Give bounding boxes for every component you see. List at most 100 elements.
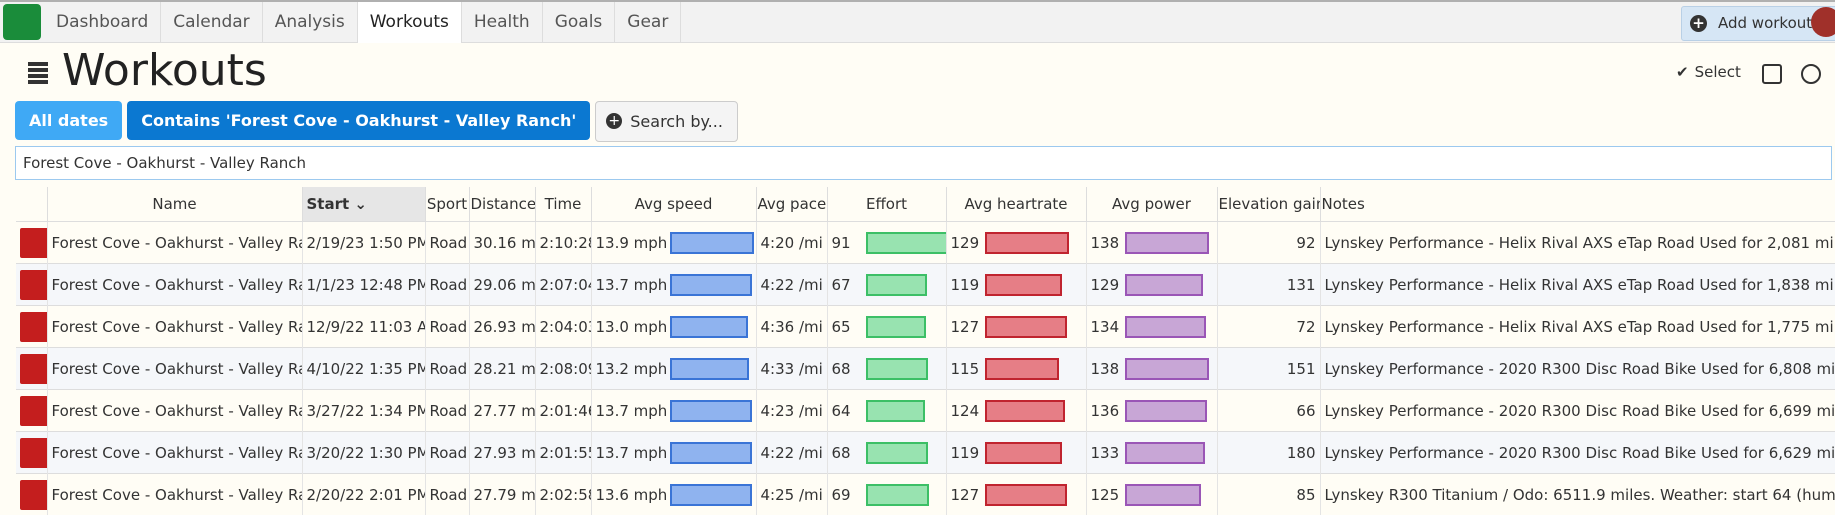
table-row[interactable]: Forest Cove - Oakhurst - Valley Ranch4/1…	[16, 347, 1835, 390]
nav-tab[interactable]: Calendar	[161, 2, 263, 43]
bar-cell: 65	[827, 305, 947, 348]
bar-cell: 134	[1086, 305, 1218, 348]
column-header[interactable]: Avg speed	[591, 187, 757, 222]
cell-bar	[984, 483, 1068, 506]
cell: 4:22 /mi	[756, 431, 828, 474]
column-header[interactable]: Distance	[469, 187, 536, 222]
filter-button[interactable]: All dates	[15, 101, 123, 140]
sport-icon-cell	[16, 347, 48, 390]
cell: 72	[1217, 305, 1321, 348]
settings-button[interactable]	[1801, 64, 1821, 84]
cell: 4:33 /mi	[756, 347, 828, 390]
bar-cell: 127	[946, 305, 1087, 348]
cell-bar	[984, 399, 1066, 422]
cell: Lynskey R300 Titanium / Odo: 6511.9 mile…	[1320, 473, 1835, 515]
cell-text: 127	[950, 485, 980, 504]
cell-bar	[984, 357, 1060, 380]
bar-cell: 13.7 mph	[591, 389, 757, 432]
cell: 2/20/22 2:01 PM	[302, 473, 426, 515]
cell-bar	[984, 231, 1069, 254]
cell-text: 134	[1090, 317, 1120, 336]
cell: Lynskey Performance - 2020 R300 Disc Roa…	[1320, 431, 1835, 474]
cell: 66	[1217, 389, 1321, 432]
table-icon	[28, 62, 48, 84]
cell-bar	[1124, 231, 1209, 254]
column-header[interactable]: Effort	[827, 187, 947, 222]
table-row[interactable]: Forest Cove - Oakhurst - Valley Ranch3/2…	[16, 431, 1835, 474]
logo[interactable]	[3, 4, 41, 40]
column-header[interactable]: Start ⌄	[302, 187, 426, 222]
cell: Road	[425, 431, 470, 474]
cell-bar	[1124, 483, 1201, 506]
cell-bar	[865, 231, 945, 254]
share-button[interactable]	[1762, 64, 1782, 84]
cell: Forest Cove - Oakhurst - Valley Ranch	[47, 431, 303, 474]
bar-cell: 13.6 mph	[591, 473, 757, 515]
sport-icon-cell	[16, 473, 48, 515]
search-input[interactable]: Forest Cove - Oakhurst - Valley Ranch	[15, 146, 1832, 180]
cell-text: 127	[950, 317, 980, 336]
column-header[interactable]: Time	[535, 187, 592, 222]
sport-icon	[20, 227, 46, 258]
nav-tab[interactable]: Goals	[543, 2, 616, 43]
table-row[interactable]: Forest Cove - Oakhurst - Valley Ranch12/…	[16, 305, 1835, 348]
column-header[interactable]: Avg heartrate	[946, 187, 1087, 222]
cell: 2:04:03	[535, 305, 592, 348]
filter-button[interactable]: Contains 'Forest Cove - Oakhurst - Valle…	[127, 101, 591, 140]
cell: Lynskey Performance - Helix Rival AXS eT…	[1320, 305, 1835, 348]
sport-icon	[20, 395, 46, 426]
cell: 2:01:46	[535, 389, 592, 432]
column-header[interactable]: Elevation gain	[1217, 187, 1321, 222]
bar-cell: 13.2 mph	[591, 347, 757, 390]
bar-cell: 69	[827, 473, 947, 515]
cell-bar	[1124, 441, 1206, 464]
cell: Road	[425, 347, 470, 390]
add-workout-button[interactable]: Add workout	[1681, 6, 1835, 41]
cell: 3/20/22 1:30 PM	[302, 431, 426, 474]
cell-text: 129	[1090, 275, 1120, 294]
bar-cell: 125	[1086, 473, 1218, 515]
cell: Road	[425, 473, 470, 515]
nav-tab[interactable]: Dashboard	[44, 2, 162, 43]
column-header[interactable]: Name	[47, 187, 303, 222]
cell: 131	[1217, 263, 1321, 306]
bar-cell: 64	[827, 389, 947, 432]
table-row[interactable]: Forest Cove - Oakhurst - Valley Ranch2/2…	[16, 473, 1835, 515]
sport-icon	[20, 479, 46, 510]
cell-text: 68	[831, 359, 851, 378]
cell-text: 91	[831, 233, 851, 252]
cell-text: 138	[1090, 233, 1120, 252]
bar-cell: 13.9 mph	[591, 221, 757, 264]
table-row[interactable]: Forest Cove - Oakhurst - Valley Ranch1/1…	[16, 263, 1835, 306]
nav-tab[interactable]: Analysis	[263, 2, 358, 43]
avatar[interactable]	[1811, 7, 1835, 37]
cell-text: 69	[831, 485, 851, 504]
table-row[interactable]: Forest Cove - Oakhurst - Valley Ranch2/1…	[16, 221, 1835, 264]
nav-tab[interactable]: Workouts	[357, 2, 462, 43]
cell: Road	[425, 305, 470, 348]
icon-header	[16, 187, 48, 222]
cell: Forest Cove - Oakhurst - Valley Ranch	[47, 389, 303, 432]
bar-cell: 67	[827, 263, 947, 306]
column-header[interactable]: Notes	[1320, 187, 1835, 222]
column-header[interactable]: Avg power	[1086, 187, 1218, 222]
cell-bar	[669, 441, 753, 464]
cell-text: 138	[1090, 359, 1120, 378]
cell: Forest Cove - Oakhurst - Valley Ranch	[47, 473, 303, 515]
cell-bar	[1124, 357, 1209, 380]
table-row[interactable]: Forest Cove - Oakhurst - Valley Ranch3/2…	[16, 389, 1835, 432]
cell: 4:22 /mi	[756, 263, 828, 306]
select-button[interactable]: Select	[1676, 63, 1741, 81]
cell: 2:10:28	[535, 221, 592, 264]
filter-button[interactable]: Search by...	[595, 101, 738, 142]
cell-text: 124	[950, 401, 980, 420]
cell: 4:23 /mi	[756, 389, 828, 432]
column-header[interactable]: Avg pace	[756, 187, 828, 222]
cell: Lynskey Performance - 2020 R300 Disc Roa…	[1320, 347, 1835, 390]
bar-cell: 68	[827, 431, 947, 474]
nav-tab[interactable]: Health	[462, 2, 543, 43]
column-header[interactable]: Sport	[425, 187, 470, 222]
nav-tab[interactable]: Gear	[615, 2, 682, 43]
sport-icon	[20, 311, 46, 342]
